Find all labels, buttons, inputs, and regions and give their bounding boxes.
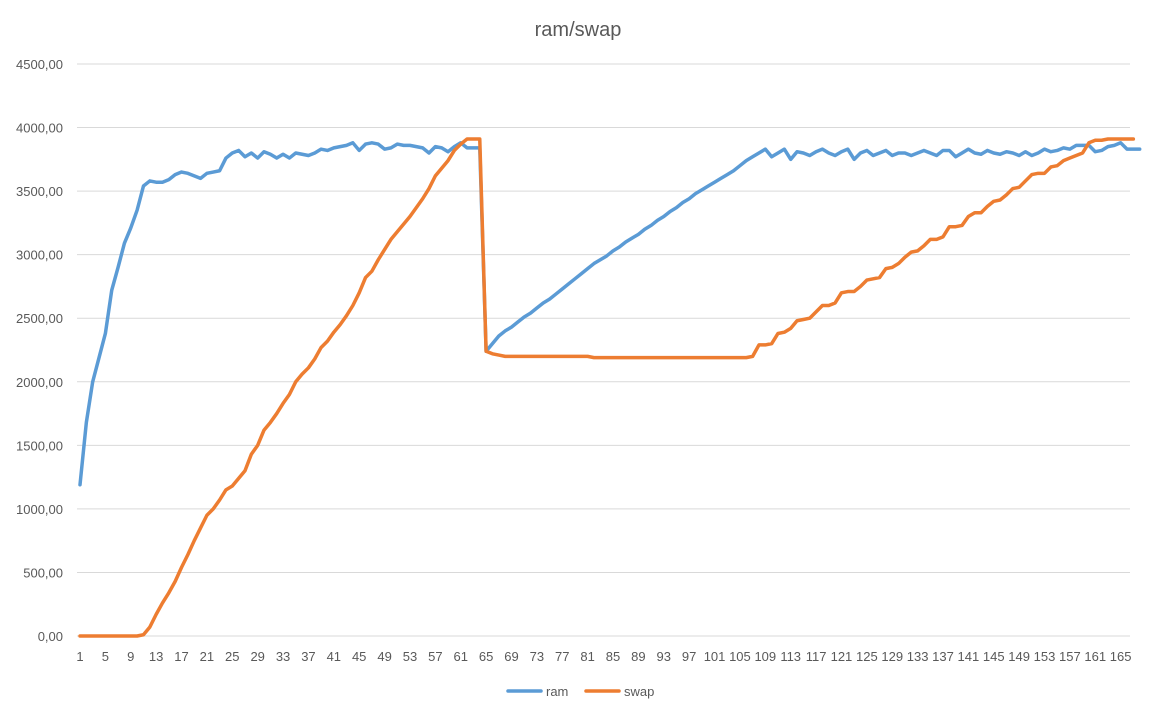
x-tick-label: 153 xyxy=(1034,649,1056,664)
x-tick-label: 165 xyxy=(1110,649,1132,664)
x-tick-label: 61 xyxy=(453,649,467,664)
y-tick-label: 2000,00 xyxy=(16,375,63,390)
y-tick-label: 500,00 xyxy=(23,565,63,580)
legend-label-swap: swap xyxy=(624,684,654,699)
x-tick-label: 149 xyxy=(1008,649,1030,664)
y-tick-label: 1500,00 xyxy=(16,438,63,453)
x-tick-label: 105 xyxy=(729,649,751,664)
x-tick-label: 121 xyxy=(831,649,853,664)
chart-title: ram/swap xyxy=(535,19,622,41)
x-tick-label: 125 xyxy=(856,649,878,664)
x-tick-label: 29 xyxy=(250,649,264,664)
y-tick-label: 4500,00 xyxy=(16,57,63,72)
x-tick-label: 113 xyxy=(780,649,801,664)
x-tick-label: 157 xyxy=(1059,649,1081,664)
x-tick-label: 161 xyxy=(1084,649,1106,664)
grid-lines xyxy=(77,63,1130,637)
x-tick-label: 141 xyxy=(958,649,980,664)
x-tick-label: 101 xyxy=(704,649,726,664)
series-line-swap xyxy=(78,137,1136,638)
x-tick-label: 37 xyxy=(301,649,315,664)
y-axis-ticks: 0,00 500,00 1000,00 1500,00 2000,00 2500,00 30… xyxy=(16,57,63,644)
x-tick-label: 49 xyxy=(377,649,391,664)
y-tick-label: 1000,00 xyxy=(16,502,63,517)
x-tick-label: 21 xyxy=(200,649,214,664)
x-tick-label: 33 xyxy=(276,649,290,664)
x-tick-label: 57 xyxy=(428,649,442,664)
x-tick-label: 93 xyxy=(657,649,671,664)
x-tick-label: 45 xyxy=(352,649,366,664)
x-tick-label: 13 xyxy=(149,649,163,664)
x-tick-label: 5 xyxy=(102,649,109,664)
series-line-ram xyxy=(78,141,1142,487)
legend: ram swap xyxy=(506,684,654,699)
x-tick-label: 145 xyxy=(983,649,1005,664)
x-tick-label: 85 xyxy=(606,649,620,664)
x-tick-label: 41 xyxy=(327,649,341,664)
x-tick-label: 69 xyxy=(504,649,518,664)
x-tick-label: 9 xyxy=(127,649,134,664)
x-axis-ticks: 1 5 9 13 17 21 25 29 33 37 41 45 49 53 57 61 65 69 73 77 81 8… xyxy=(76,649,1131,664)
y-tick-label: 3500,00 xyxy=(16,184,63,199)
x-tick-label: 1 xyxy=(76,649,83,664)
legend-label-ram: ram xyxy=(546,684,568,699)
x-tick-label: 133 xyxy=(907,649,929,664)
x-tick-label: 137 xyxy=(932,649,954,664)
x-tick-label: 97 xyxy=(682,649,696,664)
x-tick-label: 117 xyxy=(806,649,827,664)
x-tick-label: 129 xyxy=(881,649,903,664)
x-tick-label: 65 xyxy=(479,649,493,664)
x-tick-label: 81 xyxy=(580,649,594,664)
x-tick-label: 109 xyxy=(754,649,776,664)
y-tick-label: 4000,00 xyxy=(16,121,63,136)
x-tick-label: 17 xyxy=(174,649,188,664)
x-tick-label: 73 xyxy=(530,649,544,664)
x-tick-label: 53 xyxy=(403,649,417,664)
y-tick-label: 0,00 xyxy=(38,629,63,644)
y-tick-label: 2500,00 xyxy=(16,311,63,326)
y-tick-label: 3000,00 xyxy=(16,248,63,263)
x-tick-label: 89 xyxy=(631,649,645,664)
series-lines xyxy=(78,137,1142,638)
x-tick-label: 77 xyxy=(555,649,569,664)
x-tick-label: 25 xyxy=(225,649,239,664)
